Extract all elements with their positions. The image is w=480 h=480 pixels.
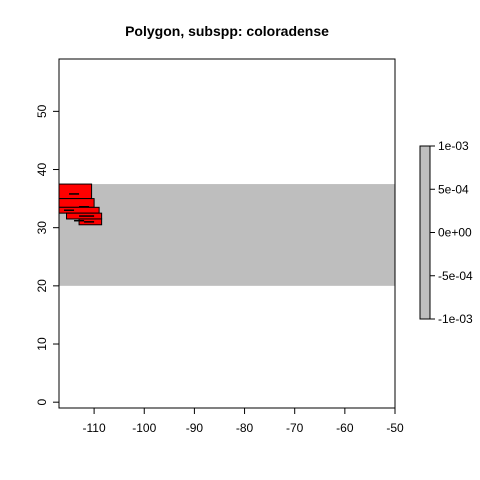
legend: 1e-03 5e-04 0e+00 -5e-04 -1e-03 <box>419 139 473 326</box>
y-tick-label: 50 <box>35 104 49 118</box>
legend-label: -5e-04 <box>438 269 473 283</box>
plot-frame <box>58 58 396 409</box>
y-tick-label: 20 <box>35 279 49 293</box>
chart-title: Polygon, subspp: coloradense <box>125 23 329 39</box>
raster-layer <box>59 184 395 286</box>
raster-band <box>59 184 395 286</box>
x-tick-label: -50 <box>386 421 404 435</box>
x-tick-label: -110 <box>83 421 106 435</box>
x-axis: -110 -100 -90 -80 -70 -60 -50 <box>83 408 404 435</box>
legend-label: 1e-03 <box>438 139 469 153</box>
y-tick-label: 10 <box>35 337 49 351</box>
polygon-cell <box>58 183 93 200</box>
x-tick-label: -60 <box>336 421 354 435</box>
y-tick-label: 0 <box>35 399 49 406</box>
legend-label: -1e-03 <box>438 312 473 326</box>
y-tick-label: 30 <box>35 221 49 235</box>
legend-colorbar <box>419 145 431 320</box>
y-tick-label: 40 <box>35 163 49 177</box>
y-axis: 0 10 20 30 40 50 <box>35 104 59 406</box>
x-tick-label: -100 <box>132 421 156 435</box>
x-tick-label: -70 <box>286 421 304 435</box>
legend-label: 5e-04 <box>438 182 469 196</box>
x-tick-label: -90 <box>186 421 204 435</box>
legend-label: 0e+00 <box>438 226 472 240</box>
x-tick-label: -80 <box>236 421 254 435</box>
